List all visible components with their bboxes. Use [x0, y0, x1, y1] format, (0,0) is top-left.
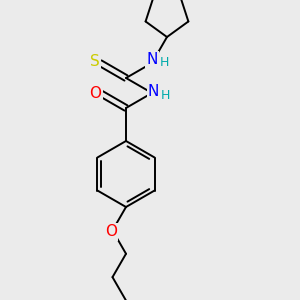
Text: O: O	[89, 85, 101, 100]
Text: H: H	[160, 56, 169, 70]
Text: O: O	[105, 224, 117, 239]
Text: S: S	[90, 54, 100, 69]
Text: N: N	[146, 52, 158, 67]
Text: H: H	[161, 89, 170, 103]
Text: N: N	[148, 84, 159, 99]
